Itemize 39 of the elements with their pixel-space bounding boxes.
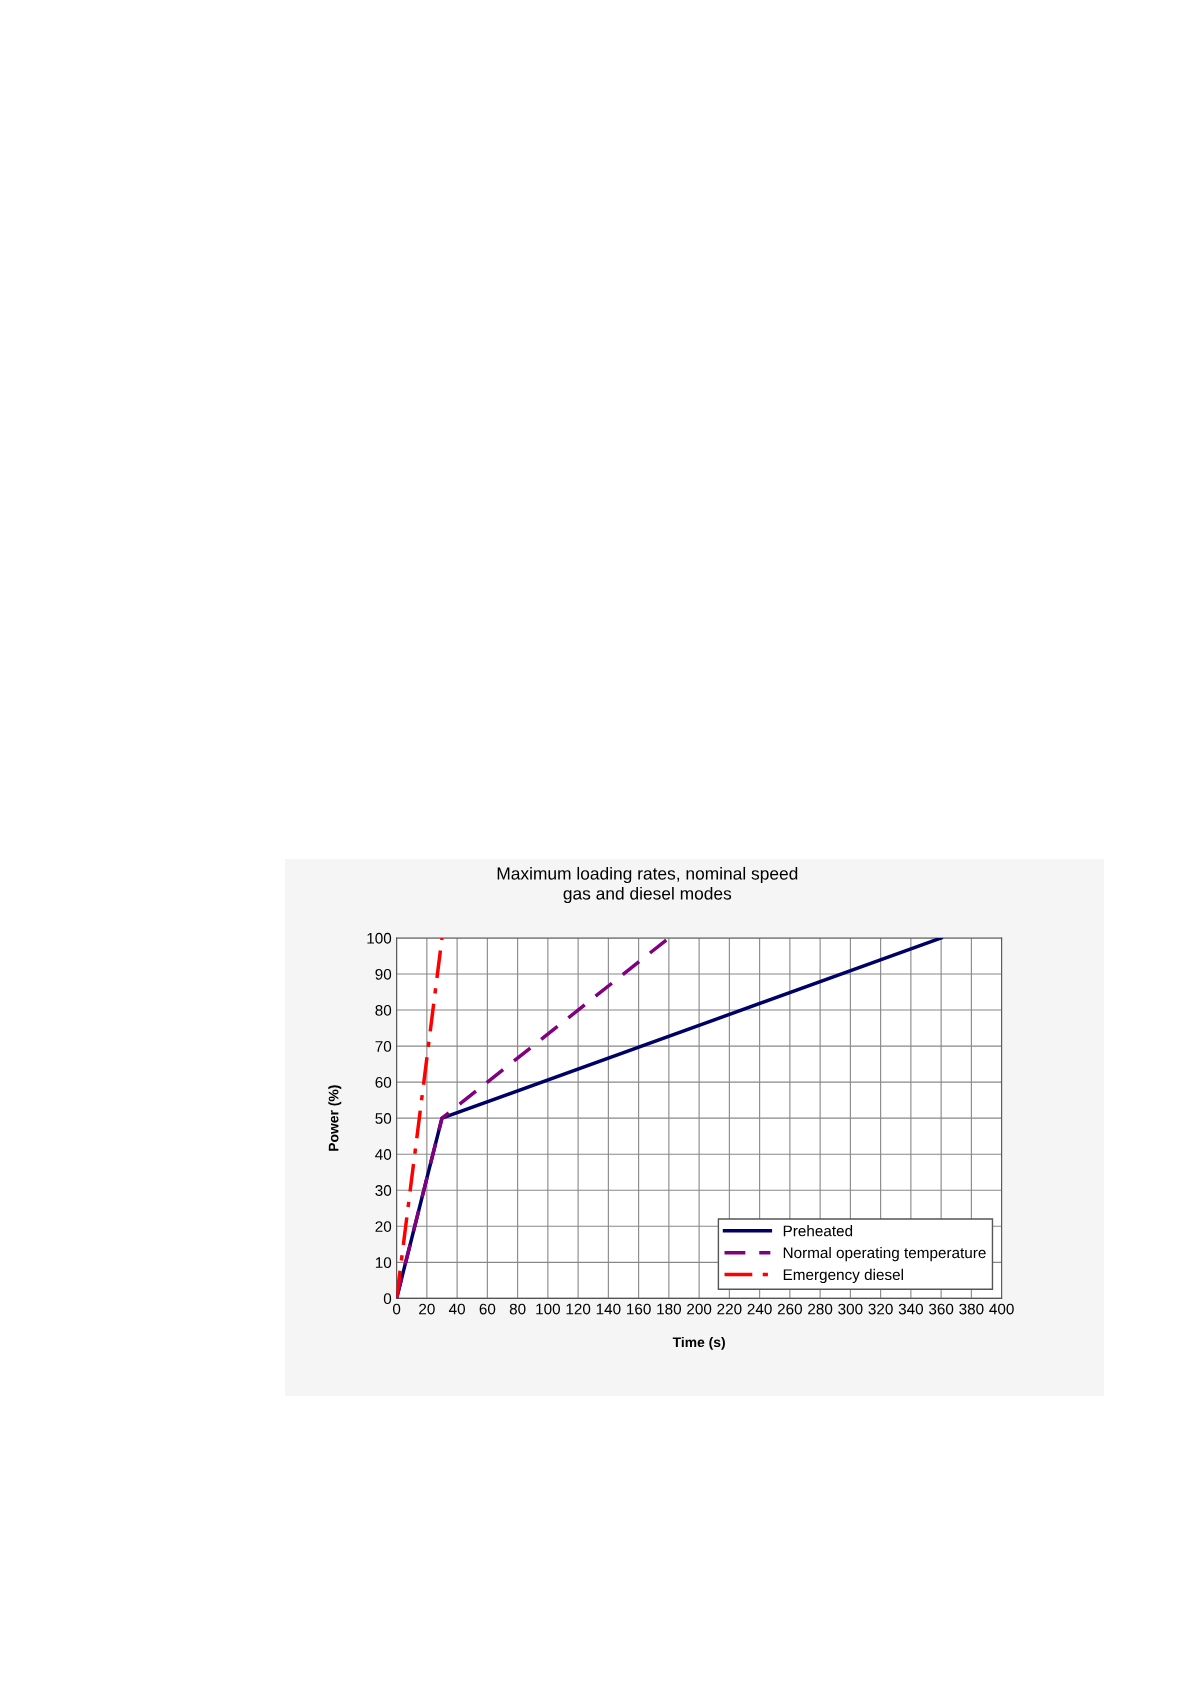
x-tick-label: 340 — [898, 1303, 924, 1315]
y-tick-label: 70 — [375, 1040, 392, 1052]
y-tick-label: 30 — [375, 1185, 392, 1196]
legend-label: Preheated — [783, 1225, 853, 1237]
y-tick-label: 10 — [375, 1257, 392, 1269]
x-tick-label: 120 — [566, 1303, 591, 1315]
x-tick-label: 220 — [717, 1303, 742, 1315]
y-tick-label: 60 — [375, 1077, 392, 1088]
x-tick-label: 380 — [959, 1303, 984, 1315]
x-tick-label: 60 — [479, 1303, 496, 1315]
x-tick-label: 300 — [838, 1303, 863, 1315]
x-tick-label: 40 — [448, 1303, 466, 1315]
x-tick-label: 200 — [687, 1303, 712, 1315]
legend-label: Emergency diesel — [783, 1268, 903, 1284]
x-tick-label: 160 — [627, 1303, 651, 1315]
x-tick-label: 20 — [419, 1303, 435, 1315]
y-tick-label: 50 — [375, 1113, 392, 1124]
x-tick-label: 260 — [777, 1303, 803, 1315]
legend-label: Normal operating temperature — [783, 1246, 986, 1262]
x-tick-label: 360 — [928, 1303, 954, 1315]
y-axis-title: Power (%) — [328, 1085, 342, 1151]
x-tick-label: 400 — [989, 1303, 1014, 1315]
x-tick-label: 100 — [536, 1303, 561, 1315]
x-tick-label: 180 — [657, 1303, 682, 1315]
x-tick-label: 140 — [596, 1303, 621, 1315]
x-tick-label: 80 — [509, 1303, 526, 1315]
chart-title: Maximum loading rates, nominal speed — [497, 866, 798, 884]
y-tick-label: 90 — [375, 968, 392, 980]
x-tick-label: 240 — [747, 1303, 772, 1315]
y-tick-label: 40 — [375, 1149, 392, 1160]
chart-subtitle: gas and diesel modes — [563, 886, 732, 904]
y-tick-label: 20 — [375, 1221, 392, 1232]
y-tick-label: 100 — [367, 932, 392, 944]
y-tick-label: 0 — [383, 1293, 392, 1305]
y-tick-label: 80 — [375, 1004, 392, 1016]
x-tick-label: 0 — [392, 1303, 401, 1315]
x-axis-title: Time (s) — [672, 1336, 725, 1350]
x-tick-label: 280 — [808, 1303, 833, 1315]
x-tick-label: 320 — [868, 1303, 893, 1315]
